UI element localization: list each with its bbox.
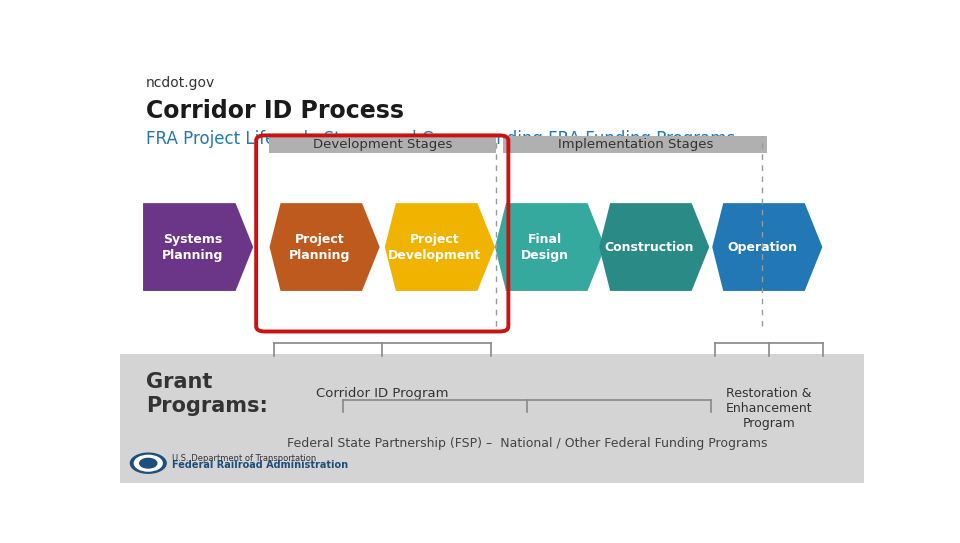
Polygon shape bbox=[270, 203, 379, 291]
Text: Federal State Partnership (FSP) –  National / Other Federal Funding Programs: Federal State Partnership (FSP) – Nation… bbox=[287, 437, 768, 450]
Polygon shape bbox=[143, 203, 253, 291]
Text: ncdot.gov: ncdot.gov bbox=[146, 75, 215, 90]
Text: U.S. Department of Transportation: U.S. Department of Transportation bbox=[172, 454, 317, 463]
Bar bbox=[267, 142, 497, 325]
Text: Grant
Programs:: Grant Programs: bbox=[146, 372, 268, 416]
Text: Project
Planning: Project Planning bbox=[289, 232, 350, 262]
Polygon shape bbox=[712, 203, 823, 291]
Text: Project
Development: Project Development bbox=[388, 232, 481, 262]
Text: Final
Design: Final Design bbox=[520, 232, 568, 262]
Text: Corridor ID Process: Corridor ID Process bbox=[146, 99, 404, 123]
Text: Operation: Operation bbox=[727, 241, 797, 254]
Text: Development Stages: Development Stages bbox=[313, 138, 452, 151]
Polygon shape bbox=[599, 203, 709, 291]
Circle shape bbox=[131, 453, 166, 473]
Text: Federal Railroad Administration: Federal Railroad Administration bbox=[172, 460, 348, 470]
Text: Construction: Construction bbox=[604, 241, 694, 254]
Polygon shape bbox=[385, 203, 495, 291]
Text: Implementation Stages: Implementation Stages bbox=[558, 138, 713, 151]
Text: FRA Project Lifecycle Stages and Corresponding FRA Funding Programs: FRA Project Lifecycle Stages and Corresp… bbox=[146, 130, 735, 148]
Circle shape bbox=[134, 456, 162, 471]
Circle shape bbox=[140, 458, 156, 468]
Bar bbox=[120, 353, 864, 483]
Polygon shape bbox=[495, 203, 605, 291]
Text: Systems
Planning: Systems Planning bbox=[162, 232, 224, 262]
Text: Restoration &
Enhancement
Program: Restoration & Enhancement Program bbox=[726, 387, 812, 430]
Text: Corridor ID Program: Corridor ID Program bbox=[316, 387, 448, 400]
Bar bbox=[269, 136, 495, 153]
Bar bbox=[503, 136, 767, 153]
